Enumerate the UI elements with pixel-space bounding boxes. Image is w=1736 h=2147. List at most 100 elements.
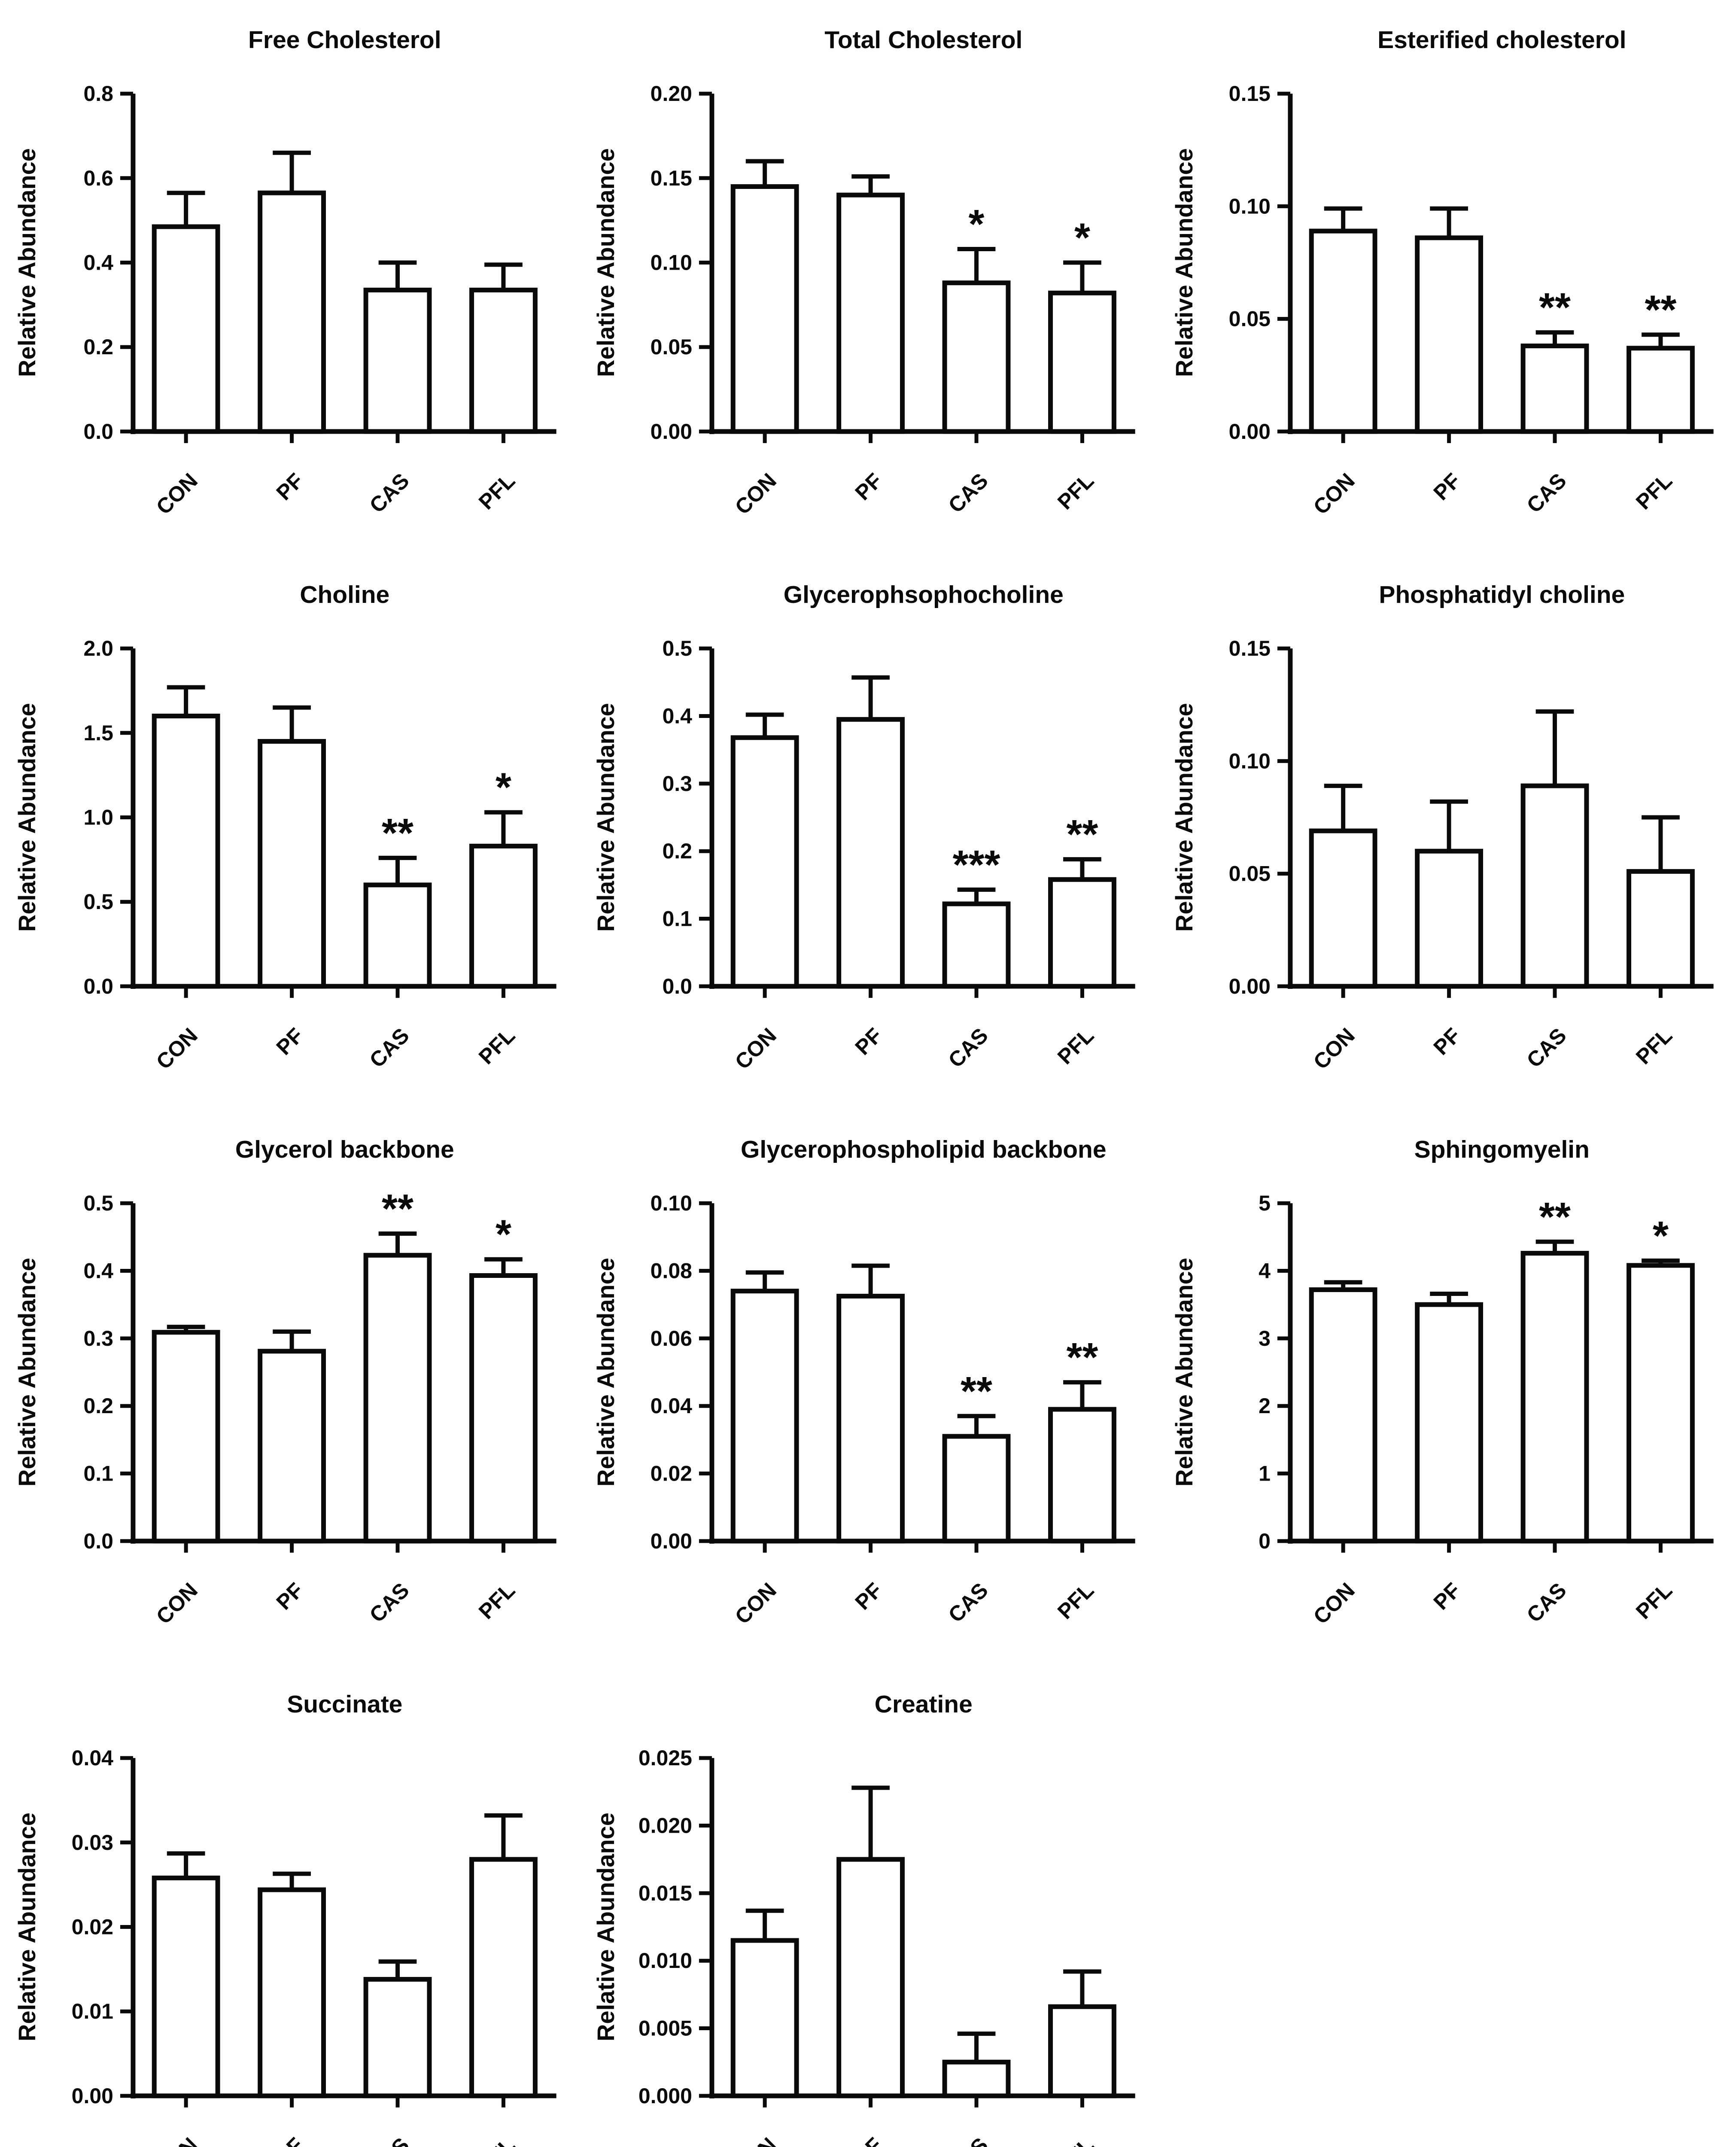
- y-tick-label: 0.0: [662, 974, 692, 998]
- category-label: PF: [272, 1023, 308, 1060]
- category-label: CAS: [365, 2133, 414, 2147]
- y-tick-label: 0.00: [650, 1529, 692, 1553]
- bar: [730, 1938, 799, 2098]
- bar: [363, 882, 432, 989]
- bar: [1309, 828, 1377, 989]
- y-tick-label: 0.00: [650, 420, 692, 444]
- y-tick-label: 0.4: [83, 251, 113, 275]
- y-tick-label: 1.0: [83, 806, 113, 830]
- bar: [469, 287, 538, 434]
- y-axis-label: Relative Abundance: [592, 703, 619, 932]
- category-label: CAS: [943, 1023, 992, 1072]
- y-tick-label: 0.00: [1229, 974, 1271, 998]
- bar: [363, 1253, 432, 1544]
- bar: [1627, 346, 1695, 434]
- category-label: PFL: [1053, 468, 1098, 514]
- y-tick-label: 3: [1259, 1326, 1271, 1350]
- significance-stars: **: [382, 810, 413, 856]
- category-label: PFL: [1053, 2133, 1098, 2147]
- y-tick-label: 2.0: [83, 636, 113, 660]
- chart-choline: Choline Relative Abundance 0.0 0.5 1.0 1.5 2.0…: [0, 555, 579, 1110]
- chart-title: Glycerophsophocholine: [783, 581, 1063, 608]
- y-tick-label: 0.10: [650, 251, 692, 275]
- y-tick-label: 0.4: [662, 704, 692, 728]
- chart-esterified-cholesterol: Esterified cholesterol Relative Abundance…: [1157, 0, 1736, 555]
- y-tick-label: 0.2: [83, 335, 113, 359]
- y-axis-label: Relative Abundance: [592, 1812, 619, 2041]
- y-tick-label: 0.8: [83, 82, 113, 106]
- y-tick-label: 0.10: [650, 1191, 692, 1215]
- category-label: PFL: [474, 2133, 520, 2147]
- y-tick-label: 2: [1259, 1394, 1271, 1418]
- bar: [152, 713, 220, 989]
- y-tick-label: 0.20: [650, 82, 692, 106]
- chart-succinate: Succinate Relative Abundance 0.00 0.01 0.02 0…: [0, 1664, 579, 2147]
- chart-title: Esterified cholesterol: [1377, 26, 1626, 54]
- y-tick-label: 0.10: [1229, 749, 1271, 773]
- y-tick-label: 4: [1259, 1259, 1271, 1283]
- y-tick-label: 0.05: [1229, 307, 1271, 331]
- bar: [730, 735, 799, 989]
- category-label: PF: [272, 2133, 308, 2147]
- category-label: CAS: [1522, 1578, 1571, 1627]
- y-axis-label: Relative Abundance: [13, 1812, 40, 2041]
- category-label: CON: [730, 1023, 781, 1074]
- category-label: CON: [1309, 1578, 1359, 1629]
- category-label: PF: [850, 1023, 887, 1060]
- bar-chart-svg: Choline Relative Abundance 0.0 0.5 1.0 1.5 2.0…: [13, 581, 556, 1074]
- y-tick-label: 0.05: [1229, 862, 1271, 886]
- category-label: CAS: [1522, 468, 1571, 517]
- y-tick-label: 1.5: [83, 721, 113, 745]
- category-label: PFL: [1631, 1578, 1677, 1624]
- y-axis-label: Relative Abundance: [592, 1258, 619, 1487]
- y-axis-label: Relative Abundance: [1171, 703, 1198, 932]
- chart-title: Free Cholesterol: [248, 26, 441, 54]
- bar: [942, 280, 1011, 434]
- bar-chart-svg: Phosphatidyl choline Relative Abundance 0.…: [1171, 581, 1714, 1074]
- chart-title: Creatine: [874, 1691, 972, 1718]
- bar: [469, 843, 538, 989]
- bar: [942, 2059, 1011, 2098]
- y-axis-label: Relative Abundance: [13, 1258, 40, 1487]
- y-tick-label: 0.0: [83, 974, 113, 998]
- y-tick-label: 0.5: [83, 890, 113, 914]
- y-tick-label: 0.00: [72, 2084, 113, 2108]
- bar: [258, 1887, 326, 2098]
- category-label: PF: [850, 2133, 887, 2147]
- y-tick-label: 0.3: [83, 1326, 113, 1350]
- y-tick-label: 0.5: [662, 636, 692, 660]
- y-tick-label: 0.03: [72, 1831, 113, 1855]
- bar-chart-svg: Free Cholesterol Relative Abundance 0.0 0.2…: [13, 26, 556, 519]
- bar-chart-svg: Esterified cholesterol Relative Abundance…: [1171, 26, 1714, 519]
- category-label: CAS: [943, 468, 992, 517]
- category-label: PFL: [474, 1578, 520, 1624]
- bar: [1309, 1287, 1377, 1544]
- bar: [1048, 2004, 1116, 2098]
- category-label: PFL: [474, 468, 520, 514]
- y-tick-label: 0.005: [638, 2016, 692, 2041]
- bar: [152, 1330, 220, 1544]
- bar: [152, 1875, 220, 2098]
- y-axis-label: Relative Abundance: [13, 703, 40, 932]
- significance-stars: **: [1539, 1194, 1571, 1240]
- y-tick-label: 0.1: [83, 1462, 113, 1486]
- bar-chart-svg: Glycerophsophocholine Relative Abundance 0…: [592, 581, 1135, 1074]
- y-tick-label: 1: [1259, 1462, 1271, 1486]
- bar: [1309, 228, 1377, 434]
- y-tick-label: 0.010: [638, 1949, 692, 1973]
- y-tick-label: 0.0: [83, 420, 113, 444]
- y-tick-label: 5: [1259, 1191, 1271, 1215]
- bar: [836, 1293, 905, 1544]
- y-tick-label: 0.00: [1229, 420, 1271, 444]
- bar: [258, 190, 326, 434]
- significance-stars: **: [1066, 1335, 1098, 1380]
- category-label: CON: [1309, 1023, 1359, 1074]
- bar-chart-svg: Sphingomyelin Relative Abundance 0 1 2 3 4 5 CON…: [1171, 1136, 1714, 1629]
- category-label: CAS: [943, 1578, 992, 1627]
- bar: [942, 1434, 1011, 1544]
- y-tick-label: 0.04: [650, 1394, 692, 1418]
- category-label: CON: [730, 2133, 781, 2147]
- category-label: CON: [730, 1578, 781, 1629]
- bar: [942, 901, 1011, 989]
- bar: [836, 717, 905, 989]
